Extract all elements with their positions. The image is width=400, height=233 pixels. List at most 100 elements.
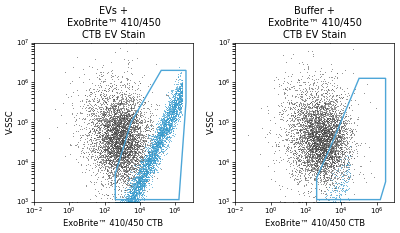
Point: [327, 137, 334, 141]
Point: [304, 158, 310, 161]
Point: [302, 126, 308, 130]
Point: [326, 159, 332, 163]
Point: [330, 117, 337, 121]
Point: [167, 112, 174, 115]
Point: [122, 137, 128, 140]
Point: [160, 118, 166, 122]
Point: [117, 119, 123, 123]
Point: [159, 121, 166, 125]
Point: [92, 141, 98, 145]
Point: [157, 143, 164, 147]
Point: [137, 120, 144, 124]
Point: [170, 110, 176, 113]
Point: [310, 52, 316, 56]
Point: [304, 121, 310, 125]
Point: [116, 129, 123, 133]
Point: [134, 146, 140, 150]
Point: [338, 115, 344, 118]
Point: [161, 128, 168, 132]
Point: [150, 163, 157, 167]
Point: [320, 169, 327, 173]
Point: [312, 130, 318, 134]
Point: [132, 169, 139, 173]
Point: [342, 136, 348, 139]
Point: [144, 169, 150, 173]
Point: [146, 172, 152, 176]
Point: [124, 145, 131, 149]
Point: [328, 137, 334, 141]
Point: [96, 105, 102, 109]
Point: [126, 194, 132, 197]
Point: [150, 165, 156, 169]
Point: [153, 149, 159, 153]
Point: [309, 114, 316, 118]
Point: [294, 153, 301, 157]
Point: [162, 114, 169, 118]
Point: [316, 152, 322, 156]
Point: [141, 170, 147, 174]
Point: [111, 142, 118, 146]
Point: [111, 135, 117, 139]
Point: [314, 144, 320, 148]
Point: [176, 96, 182, 99]
Point: [174, 102, 181, 105]
Point: [172, 132, 178, 136]
Point: [284, 80, 290, 84]
Point: [164, 118, 171, 121]
Point: [115, 200, 121, 203]
Point: [112, 140, 119, 144]
Point: [122, 123, 128, 127]
Point: [133, 190, 139, 194]
Point: [326, 161, 333, 165]
Point: [325, 125, 331, 129]
Point: [174, 97, 180, 101]
Point: [110, 155, 117, 159]
Point: [147, 154, 153, 158]
Point: [143, 158, 150, 162]
Point: [113, 132, 120, 136]
Point: [110, 148, 117, 152]
Point: [331, 76, 337, 80]
Point: [135, 131, 142, 135]
Point: [334, 138, 340, 141]
Point: [177, 98, 183, 102]
Point: [310, 153, 317, 157]
Point: [131, 173, 137, 177]
Point: [325, 101, 332, 105]
Point: [176, 95, 183, 99]
Point: [150, 126, 156, 130]
Point: [125, 87, 132, 91]
Point: [290, 119, 296, 123]
Point: [135, 135, 142, 139]
Point: [109, 149, 116, 153]
Point: [88, 90, 94, 94]
Point: [169, 109, 176, 113]
Point: [126, 200, 132, 203]
Point: [116, 148, 123, 152]
Point: [123, 136, 129, 140]
Point: [157, 150, 164, 154]
Point: [308, 143, 314, 147]
Point: [127, 144, 133, 147]
Point: [327, 200, 333, 203]
Point: [130, 94, 136, 98]
Point: [123, 106, 129, 110]
Point: [137, 112, 144, 116]
Point: [123, 122, 129, 126]
Point: [114, 145, 120, 148]
Point: [141, 162, 148, 166]
Point: [175, 106, 182, 109]
Point: [104, 102, 111, 105]
Point: [309, 132, 316, 136]
Point: [104, 137, 110, 141]
Point: [333, 136, 339, 140]
Point: [107, 137, 113, 141]
Point: [331, 132, 338, 136]
Point: [156, 140, 162, 144]
Point: [318, 200, 325, 203]
Point: [310, 138, 316, 142]
Point: [114, 200, 120, 203]
Point: [113, 200, 120, 203]
Point: [116, 111, 122, 114]
Point: [144, 164, 150, 168]
